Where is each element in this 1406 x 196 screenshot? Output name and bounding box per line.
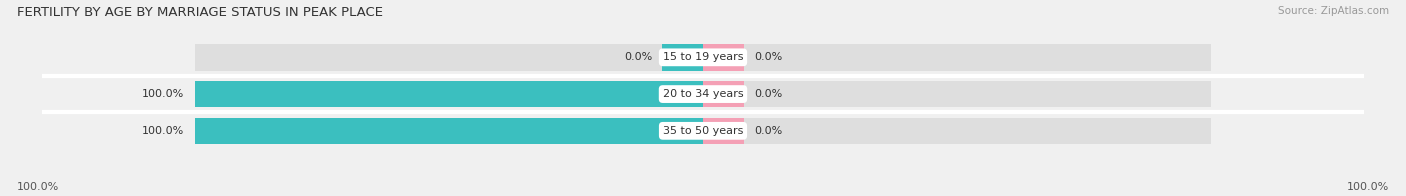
Bar — [703, 44, 744, 71]
Text: 100.0%: 100.0% — [17, 182, 59, 192]
Bar — [194, 44, 703, 71]
Text: 100.0%: 100.0% — [142, 126, 184, 136]
Bar — [703, 81, 1212, 107]
Bar — [194, 118, 703, 144]
Text: 0.0%: 0.0% — [754, 89, 782, 99]
Text: Source: ZipAtlas.com: Source: ZipAtlas.com — [1278, 6, 1389, 16]
Bar — [194, 81, 703, 107]
Bar — [703, 118, 1212, 144]
Bar — [703, 44, 1212, 71]
Text: 0.0%: 0.0% — [754, 126, 782, 136]
Text: 20 to 34 years: 20 to 34 years — [662, 89, 744, 99]
Bar — [703, 118, 744, 144]
Text: 0.0%: 0.0% — [624, 52, 652, 62]
Text: FERTILITY BY AGE BY MARRIAGE STATUS IN PEAK PLACE: FERTILITY BY AGE BY MARRIAGE STATUS IN P… — [17, 6, 382, 19]
Text: 100.0%: 100.0% — [142, 89, 184, 99]
Bar — [194, 81, 703, 107]
Text: 35 to 50 years: 35 to 50 years — [662, 126, 744, 136]
Text: 0.0%: 0.0% — [754, 52, 782, 62]
Bar — [662, 44, 703, 71]
Text: 15 to 19 years: 15 to 19 years — [662, 52, 744, 62]
Bar — [194, 118, 703, 144]
Text: 100.0%: 100.0% — [1347, 182, 1389, 192]
Bar — [703, 81, 744, 107]
